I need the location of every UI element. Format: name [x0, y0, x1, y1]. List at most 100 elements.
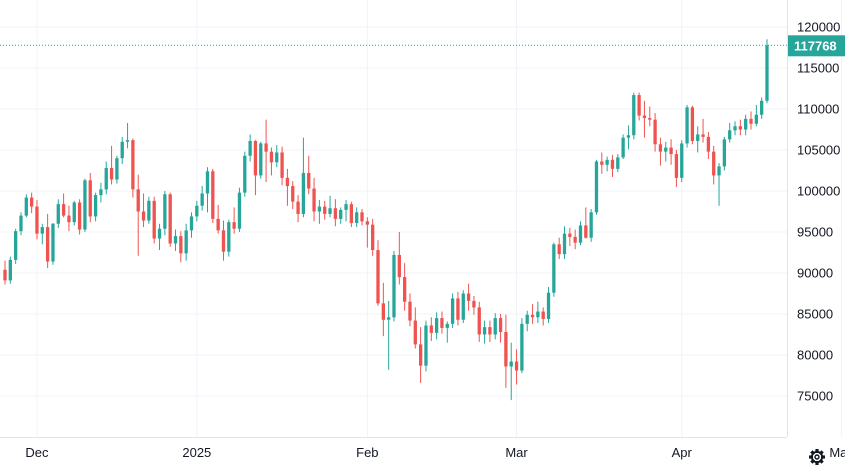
candle-body[interactable] [658, 144, 663, 152]
candle-body[interactable] [88, 180, 92, 217]
candle-body[interactable] [541, 311, 545, 319]
candle-body[interactable] [397, 254, 401, 278]
candle-body[interactable] [40, 227, 44, 234]
candle-body[interactable] [488, 327, 492, 335]
candle-body[interactable] [56, 204, 60, 224]
candle-body[interactable] [360, 212, 364, 222]
candle-body[interactable] [72, 202, 76, 223]
candle-body[interactable] [14, 231, 18, 260]
candle-body[interactable] [163, 194, 167, 229]
candle-body[interactable] [29, 197, 34, 207]
candle-body[interactable] [200, 193, 204, 206]
candle-body[interactable] [280, 152, 284, 178]
candle-body[interactable] [722, 139, 727, 167]
candle-body[interactable] [482, 327, 487, 335]
candle-body[interactable] [445, 323, 449, 328]
candle-body[interactable] [605, 159, 609, 165]
candle-body[interactable] [189, 216, 194, 231]
candle-body[interactable] [195, 205, 199, 217]
candle-body[interactable] [45, 227, 50, 262]
candle-body[interactable] [589, 212, 593, 238]
candle-body[interactable] [424, 325, 428, 366]
candle-body[interactable] [227, 222, 231, 252]
candle-body[interactable] [685, 107, 689, 144]
candle-body[interactable] [728, 130, 732, 140]
candle-body[interactable] [173, 236, 178, 244]
candle-body[interactable] [413, 320, 417, 345]
candle-body[interactable] [317, 206, 322, 212]
candle-body[interactable] [328, 208, 332, 214]
candle-body[interactable] [232, 222, 236, 229]
candle-body[interactable] [147, 200, 151, 221]
candle-body[interactable] [291, 186, 295, 202]
candle-body[interactable] [371, 224, 375, 251]
candle-body[interactable] [61, 204, 66, 216]
candle-body[interactable] [514, 361, 519, 371]
candle-body[interactable] [632, 95, 636, 136]
candle-body[interactable] [498, 318, 503, 333]
candle-body[interactable] [520, 323, 524, 371]
candle-body[interactable] [733, 126, 737, 131]
candle-body[interactable] [434, 318, 439, 333]
candle-body[interactable] [754, 114, 758, 124]
candle-body[interactable] [381, 303, 385, 320]
candle-body[interactable] [621, 137, 625, 158]
candle-body[interactable] [67, 215, 71, 223]
candle-body[interactable] [264, 143, 268, 152]
candle-body[interactable] [19, 215, 23, 232]
candle-body[interactable] [93, 195, 98, 217]
candle-body[interactable] [738, 126, 743, 130]
candle-body[interactable] [402, 277, 407, 302]
candle-body[interactable] [365, 221, 370, 225]
candle-body[interactable] [466, 293, 471, 301]
candle-body[interactable] [349, 204, 354, 223]
candle-body[interactable] [141, 211, 146, 221]
candle-body[interactable] [83, 180, 87, 230]
candle-body[interactable] [717, 166, 721, 176]
candle-body[interactable] [552, 244, 556, 293]
candle-body[interactable] [749, 118, 753, 124]
candle-body[interactable] [77, 202, 82, 230]
candle-body[interactable] [243, 155, 247, 193]
candle-body[interactable] [578, 225, 583, 243]
candle-body[interactable] [136, 189, 140, 212]
candle-body[interactable] [259, 143, 263, 176]
candle-body[interactable] [573, 236, 577, 243]
candle-body[interactable] [568, 233, 572, 237]
candle-body[interactable] [440, 318, 444, 328]
candle-body[interactable] [307, 172, 311, 189]
candle-body[interactable] [536, 311, 540, 318]
candle-body[interactable] [653, 119, 657, 145]
candle-body[interactable] [392, 254, 396, 318]
candle-body[interactable] [125, 140, 130, 142]
candle-body[interactable] [477, 307, 481, 335]
candle-body[interactable] [530, 314, 535, 318]
candle-body[interactable] [216, 218, 220, 231]
candle-body[interactable] [248, 140, 252, 156]
candle-body[interactable] [168, 194, 172, 244]
candle-body[interactable] [669, 147, 673, 155]
candle-body[interactable] [184, 230, 188, 254]
candle-body[interactable] [594, 161, 599, 213]
candle-body[interactable] [333, 208, 338, 219]
candle-body[interactable] [24, 197, 28, 216]
candle-body[interactable] [418, 344, 423, 366]
candle-body[interactable] [8, 259, 12, 281]
candle-body[interactable] [744, 118, 748, 130]
candle-body[interactable] [237, 192, 242, 229]
candle-body[interactable] [109, 168, 114, 180]
candle-body[interactable] [51, 223, 55, 262]
candle-body[interactable] [205, 171, 210, 194]
candle-body[interactable] [616, 157, 620, 169]
candle-body[interactable] [408, 301, 412, 321]
candle-body[interactable] [456, 298, 460, 320]
candle-body[interactable] [3, 269, 7, 281]
candle-body[interactable] [610, 159, 615, 169]
candle-body[interactable] [387, 317, 391, 320]
candle-body[interactable] [285, 177, 290, 187]
candle-body[interactable] [760, 100, 764, 115]
candle-body[interactable] [99, 189, 103, 196]
candle-body[interactable] [104, 168, 108, 190]
